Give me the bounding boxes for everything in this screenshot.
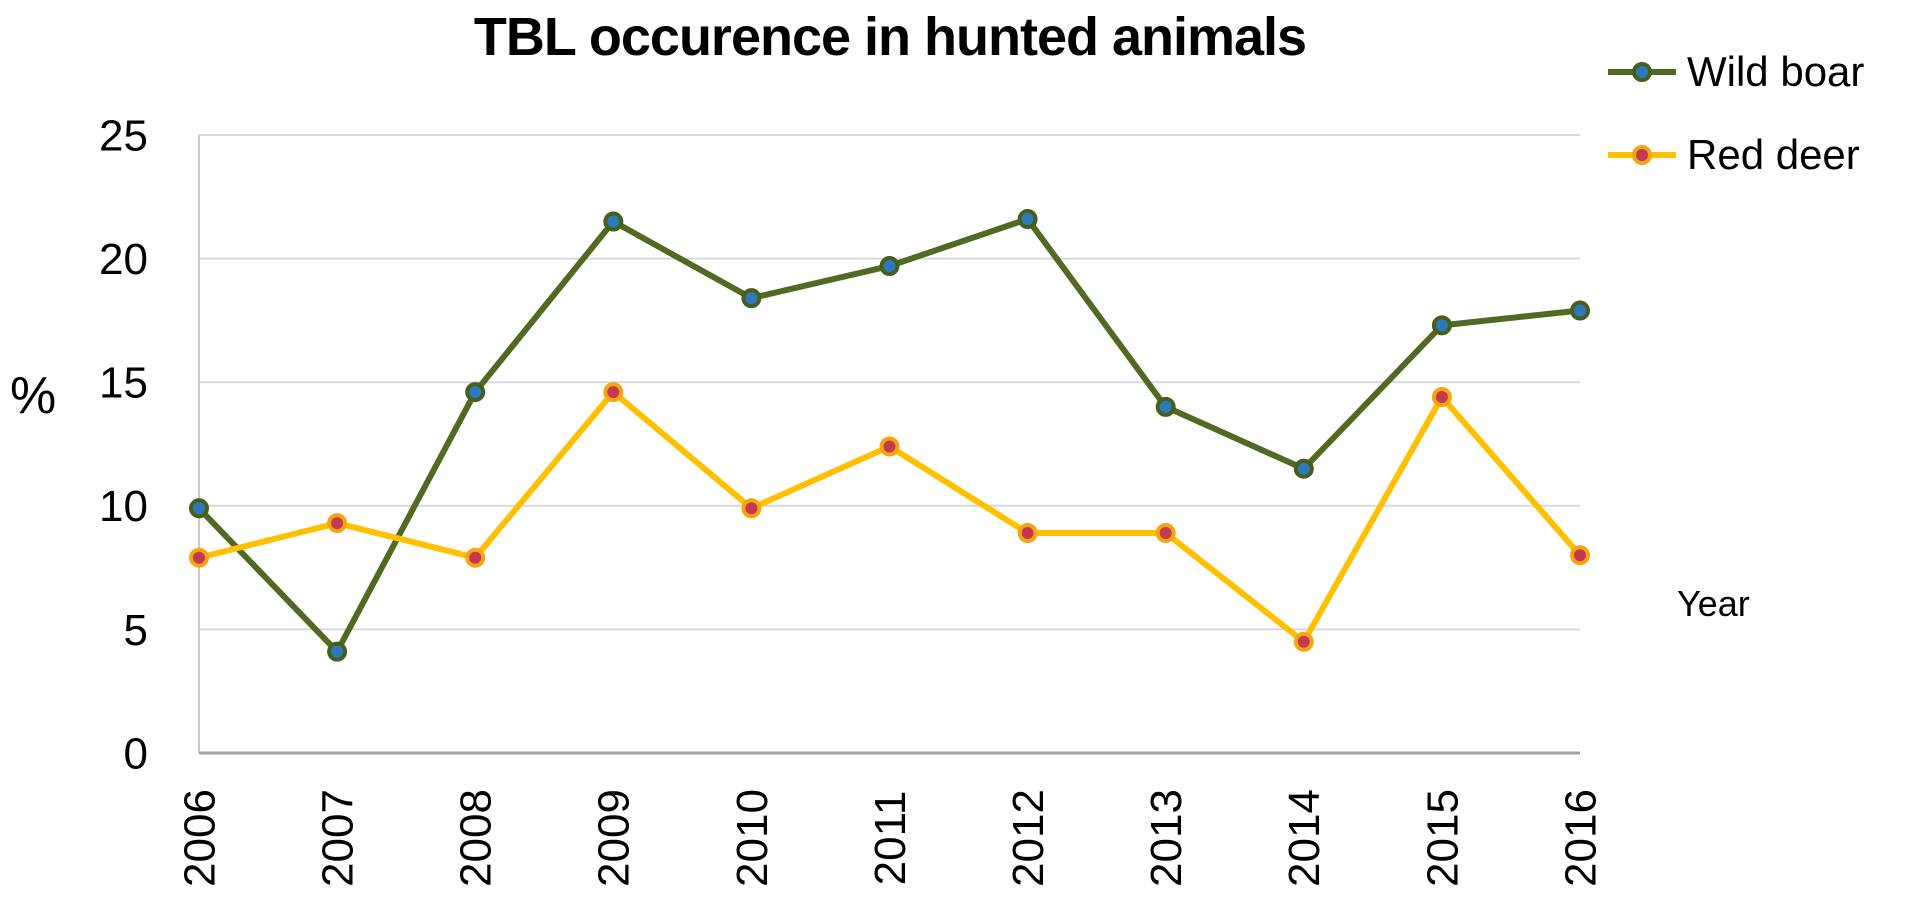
red-deer-marker <box>189 547 209 568</box>
wild-boar-legend-swatch-icon <box>1608 62 1676 82</box>
x-tick-label: 2006 <box>175 789 224 887</box>
red-deer-marker <box>741 498 762 519</box>
x-tick-label: 2009 <box>590 789 639 887</box>
wild-boar-marker <box>465 382 486 403</box>
y-tick-label: 10 <box>99 482 148 531</box>
wild-boar-marker <box>879 256 900 277</box>
red-deer-marker <box>465 547 486 568</box>
legend-label-red-deer: Red deer <box>1687 131 1860 178</box>
x-tick-label: 2015 <box>1418 789 1467 887</box>
x-axis-title: Year <box>1677 583 1750 624</box>
x-tick-label: 2016 <box>1556 789 1605 887</box>
x-tick-label: 2012 <box>1004 789 1053 887</box>
red-deer-marker <box>1017 522 1038 543</box>
y-tick-label: 15 <box>99 359 148 408</box>
wild-boar-marker <box>603 211 624 232</box>
y-axis-unit-label: % <box>10 367 57 425</box>
red-deer-marker <box>1570 545 1590 566</box>
legend-label-wild-boar: Wild boar <box>1687 48 1865 95</box>
wild-boar-marker <box>189 498 209 519</box>
red-deer-marker <box>1431 387 1452 408</box>
wild-boar-line <box>196 216 1583 655</box>
x-tick-label: 2010 <box>728 789 777 887</box>
wild-boar-marker <box>1155 396 1176 417</box>
y-tick-label: 0 <box>124 729 148 778</box>
chart-title: TBL occurence in hunted animals <box>473 7 1307 67</box>
x-tick-label: 2013 <box>1142 789 1191 887</box>
wild-boar-marker <box>1431 315 1452 336</box>
wild-boar-marker <box>1570 300 1590 321</box>
red-deer-marker <box>879 436 900 457</box>
x-tick-label: 2011 <box>866 791 915 886</box>
y-tick-label: 5 <box>124 606 148 655</box>
y-tick-label: 25 <box>99 111 148 160</box>
wild-boar-marker <box>741 288 762 309</box>
wild-boar-marker <box>327 641 348 662</box>
x-tick-label: 2008 <box>452 789 501 887</box>
red-deer-marker <box>1155 522 1176 543</box>
x-tick-label: 2007 <box>314 789 363 887</box>
y-tick-label: 20 <box>99 235 148 284</box>
wild-boar-marker <box>1293 458 1314 479</box>
legend-entry-red-deer: Red deer <box>1606 131 1860 179</box>
red-deer-marker <box>327 513 348 534</box>
x-tick-label: 2014 <box>1280 789 1329 887</box>
wild-boar-marker <box>1017 209 1038 230</box>
red-deer-marker <box>603 382 624 403</box>
legend-entry-wild-boar: Wild boar <box>1606 48 1864 96</box>
red-deer-marker <box>1293 631 1314 652</box>
red-deer-legend-swatch-icon <box>1608 145 1676 165</box>
